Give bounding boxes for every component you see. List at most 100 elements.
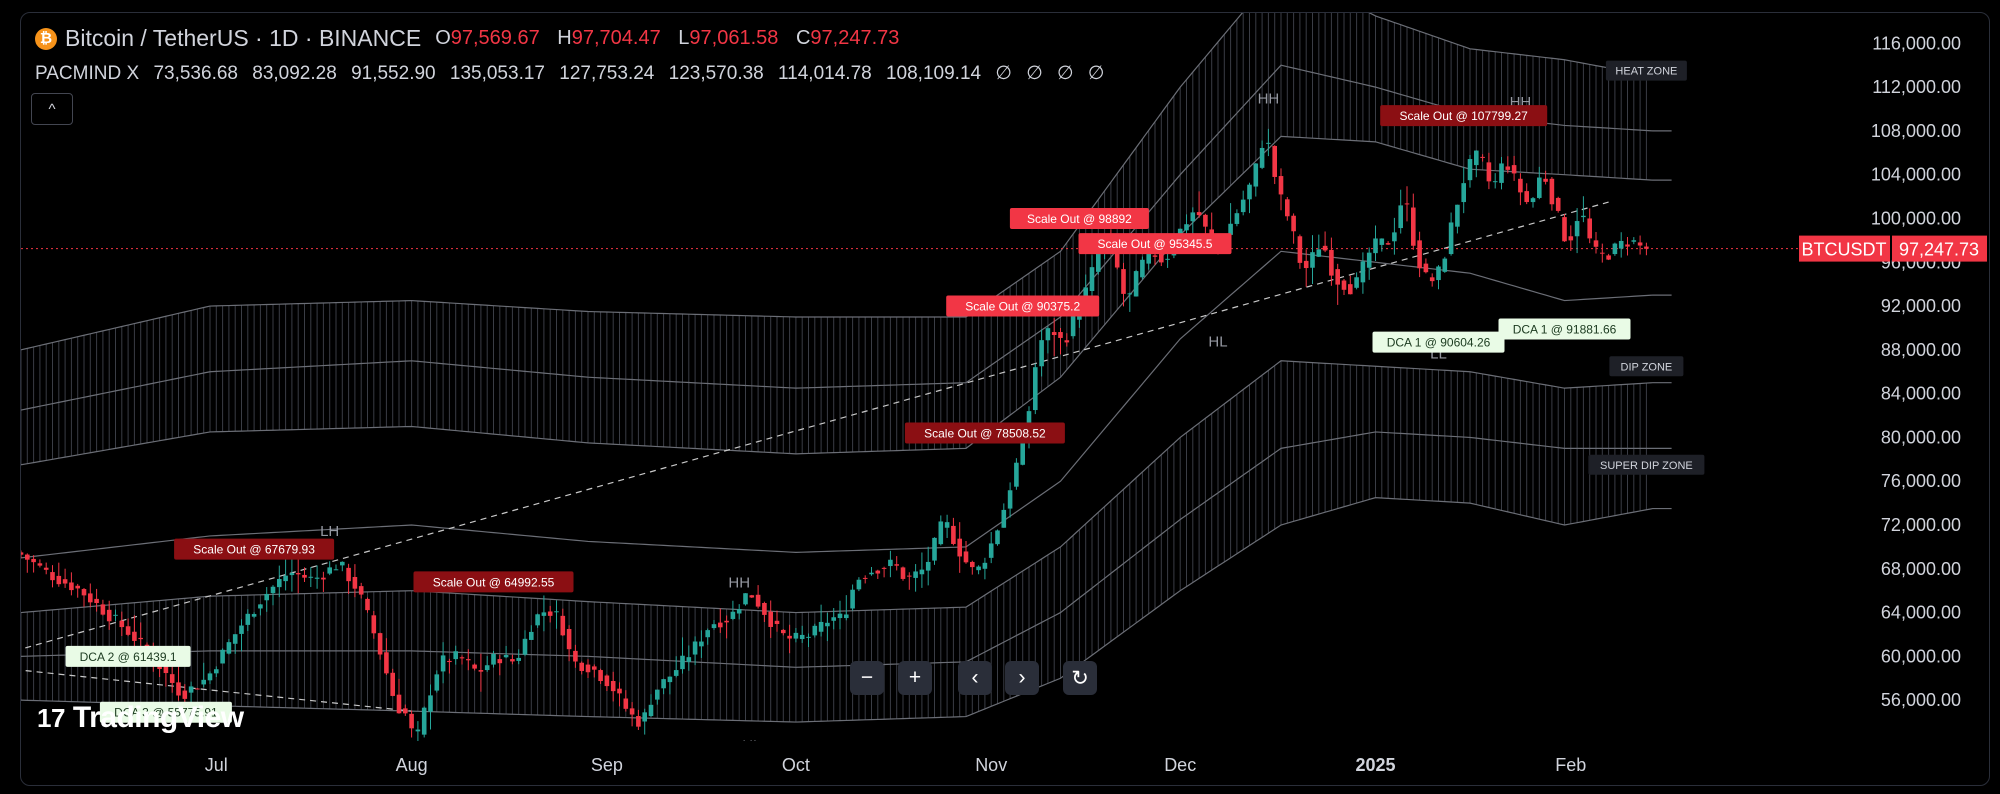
candle-body [21, 552, 24, 555]
candle-body [403, 708, 408, 714]
candle-body [226, 642, 232, 654]
dca-label: DCA 1 @ 91881.66 [1498, 318, 1631, 340]
candle-body [1096, 246, 1101, 272]
scroll-left-button[interactable]: ‹ [958, 661, 992, 695]
candle-body [88, 593, 93, 603]
close-value: 97,247.73 [810, 27, 900, 49]
candle-body [793, 632, 799, 639]
candle-body [1240, 199, 1246, 213]
candle-body [232, 634, 238, 644]
candle-body [837, 613, 843, 619]
candle-body [1606, 255, 1611, 260]
candle-body [1492, 181, 1498, 183]
indicator-value: 91,552.90 [351, 63, 436, 84]
candle-body [258, 604, 263, 609]
candle-body [264, 593, 269, 601]
zone-label-box [1609, 356, 1684, 377]
chevron-right-icon: › [1018, 666, 1026, 689]
candle-body [1644, 246, 1649, 249]
scale-out-label-box [413, 571, 574, 593]
candle-body [1184, 224, 1189, 231]
candle-body [1285, 199, 1290, 217]
candle-body [1637, 242, 1643, 246]
symbol-price-tag: BTCUSDT 97,247.73 [1799, 235, 1987, 262]
scale-out-label-text: Scale Out @ 107799.27 [1400, 109, 1529, 123]
candle-body [308, 576, 314, 578]
y-tick-label: 100,000.00 [1871, 208, 1961, 228]
candle-body [365, 598, 370, 611]
candle-body [1423, 263, 1429, 273]
candle-body [447, 660, 452, 663]
candle-body [762, 603, 767, 615]
zoom-in-button[interactable]: + [898, 661, 932, 695]
candle-body [1247, 184, 1252, 200]
candle-body [510, 659, 515, 662]
candle-body [75, 585, 80, 589]
symbol-tag-text: BTCUSDT [1802, 240, 1887, 260]
high-value: 97,704.47 [571, 27, 661, 49]
candle-body [919, 569, 925, 575]
candle-body [1310, 252, 1315, 268]
scale-out-label-text: Scale Out @ 90375.2 [965, 300, 1080, 314]
band-line-upper0 [21, 135, 1672, 466]
scale-out-label-text: Scale Out @ 95345.5 [1098, 237, 1213, 251]
candle-body [358, 586, 364, 595]
y-tick-label: 116,000.00 [1872, 33, 1961, 53]
candle-body [1480, 156, 1485, 158]
candle-body [1461, 183, 1466, 203]
candle-body [781, 629, 786, 634]
candle-body [1001, 509, 1007, 528]
symbol-title[interactable]: Bitcoin / TetherUS · 1D · BINANCE [65, 25, 422, 51]
plus-icon: + [908, 666, 922, 689]
candle-body [604, 675, 610, 687]
candle-body [251, 614, 257, 617]
candle-body [1020, 436, 1025, 465]
tradingview-mark-icon: 17 [37, 702, 65, 733]
candle-body [195, 688, 200, 690]
scale-out-label: Scale Out @ 98892 [1009, 207, 1149, 229]
collapse-legend-button[interactable]: ^ [31, 93, 73, 125]
reset-chart-button[interactable]: ↻ [1063, 661, 1097, 695]
tradingview-wordmark: TradingView [72, 701, 244, 734]
candle-body [1146, 249, 1151, 264]
candle-body [667, 676, 673, 683]
y-tick-label: 108,000.00 [1871, 121, 1961, 141]
candle-body [1045, 328, 1051, 341]
zoom-out-button[interactable]: − [850, 661, 884, 695]
candle-body [995, 530, 1000, 545]
candle-body [1152, 255, 1158, 257]
candle-body [321, 577, 326, 580]
candle-body [1303, 260, 1309, 269]
candle-body [163, 665, 169, 674]
candle-body [951, 525, 956, 544]
candle-body [478, 670, 484, 672]
indicator-empty-value: ∅ [1087, 63, 1105, 84]
scale-out-label: Scale Out @ 67679.93 [174, 538, 335, 560]
candle-body [749, 595, 755, 598]
y-tick-label: 104,000.00 [1871, 165, 1961, 185]
candle-body [944, 522, 950, 528]
candle-body [1587, 218, 1592, 239]
symbol-tag-box [1799, 235, 1890, 262]
x-tick-label: Sep [591, 755, 623, 775]
indicator-name: PACMIND X [35, 63, 140, 84]
high-key: H [557, 27, 572, 49]
candle-body [81, 589, 87, 596]
candle-body [982, 562, 988, 569]
candle-body [207, 673, 213, 681]
x-tick-label: Oct [782, 755, 810, 775]
symbol-header: ₿ Bitcoin / TetherUS · 1D · BINANCE O97,… [35, 25, 911, 52]
candle-body [1411, 207, 1416, 246]
candle-body [1272, 145, 1277, 177]
candle-body [655, 689, 660, 700]
candle-body [1354, 277, 1359, 288]
indicator-empty-value: ∅ [1057, 63, 1074, 84]
candle-body [440, 655, 446, 672]
indicator-legend[interactable]: PACMIND X 73,536.68 83,092.28 91,552.90 … [35, 62, 1113, 85]
candle-body [535, 614, 540, 626]
candle-body [636, 716, 641, 727]
x-tick-label: Nov [975, 755, 1007, 775]
candle-body [1114, 251, 1120, 268]
scroll-right-button[interactable]: › [1005, 661, 1039, 695]
